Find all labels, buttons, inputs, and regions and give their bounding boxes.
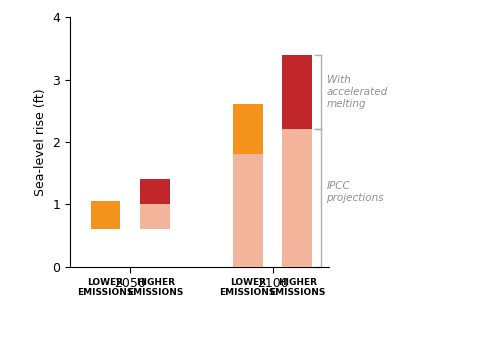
Bar [140, 180, 170, 205]
Bar [282, 130, 312, 267]
Y-axis label: Sea-level rise (ft): Sea-level rise (ft) [34, 88, 46, 196]
Text: IPCC
projections: IPCC projections [326, 181, 384, 203]
Bar [232, 105, 262, 155]
Bar [90, 201, 120, 229]
Bar [232, 155, 262, 267]
Text: HIGHER
EMISSIONS: HIGHER EMISSIONS [127, 278, 184, 298]
Bar [282, 55, 312, 130]
Text: LOWER
EMISSIONS: LOWER EMISSIONS [78, 278, 134, 298]
Bar [140, 205, 170, 229]
Text: LOWER
EMISSIONS: LOWER EMISSIONS [220, 278, 276, 298]
Text: HIGHER
EMISSIONS: HIGHER EMISSIONS [269, 278, 326, 298]
Text: With
accelerated
melting: With accelerated melting [326, 75, 388, 109]
